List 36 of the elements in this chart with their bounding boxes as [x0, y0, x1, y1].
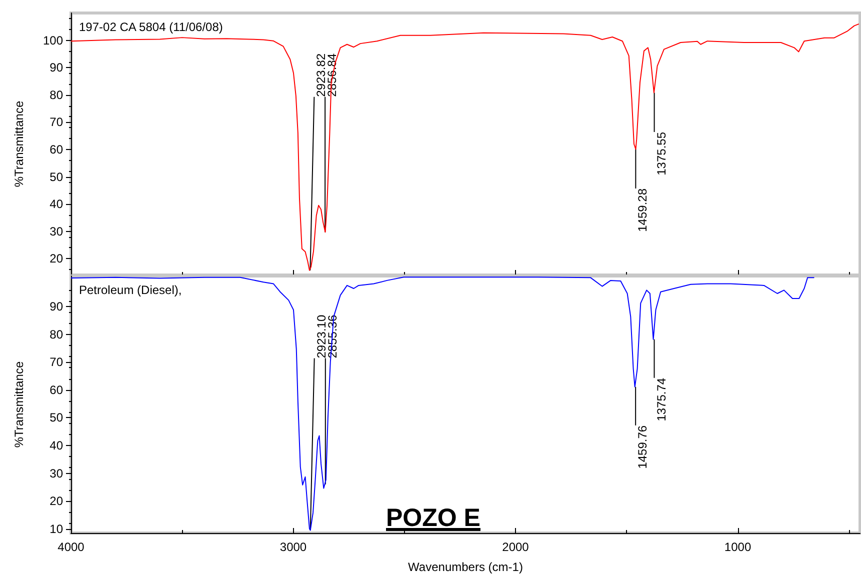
line-series	[70, 23, 860, 271]
y-axis-title: %Transmittance	[12, 361, 26, 448]
y-tick-label: 50	[50, 170, 64, 184]
x-tick-label: 2000	[502, 540, 530, 554]
y-tick-label: 80	[50, 88, 64, 102]
y-tick-label: 60	[50, 382, 64, 397]
y-tick-label: 20	[50, 494, 64, 508]
text: 197-02 CA 5804 (11/06/08)	[79, 20, 223, 34]
annotation: POZO E	[386, 504, 480, 533]
annotation: 1459.28	[636, 188, 650, 232]
y-tick-label: 60	[50, 142, 64, 156]
y-tick-label: 90	[50, 300, 64, 314]
annotation: 2923.10	[314, 314, 328, 358]
x-axis-title: Wavenumbers (cm-1)	[408, 560, 523, 574]
x-tick-label: 4000	[58, 540, 85, 554]
y-tick-label: 80	[50, 327, 64, 342]
annotation: 1459.76	[636, 425, 650, 469]
y-tick-label: 10	[50, 522, 64, 536]
y-tick-label: 20	[50, 252, 64, 266]
y-tick-label: 40	[50, 438, 64, 452]
text: Petroleum (Diesel),	[79, 283, 182, 297]
y-tick-label: 30	[50, 466, 64, 480]
x-tick-label: 3000	[280, 540, 307, 554]
line-series	[70, 276, 815, 531]
annotation: 1375.55	[654, 132, 668, 176]
annotation: 1375.74	[654, 378, 668, 422]
x-tick-label: 1000	[724, 540, 752, 554]
y-tick-label: 70	[50, 355, 64, 370]
y-tick-label: 70	[50, 115, 64, 130]
y-tick-label: 40	[50, 197, 64, 212]
y-tick-label: 30	[50, 224, 64, 238]
y-tick-label: 50	[50, 410, 64, 425]
y-tick-label: 100	[42, 33, 64, 48]
annotation: 2923.82	[314, 53, 328, 97]
y-axis-title: %Transmittance	[12, 100, 26, 188]
y-tick-label: 90	[50, 60, 64, 75]
